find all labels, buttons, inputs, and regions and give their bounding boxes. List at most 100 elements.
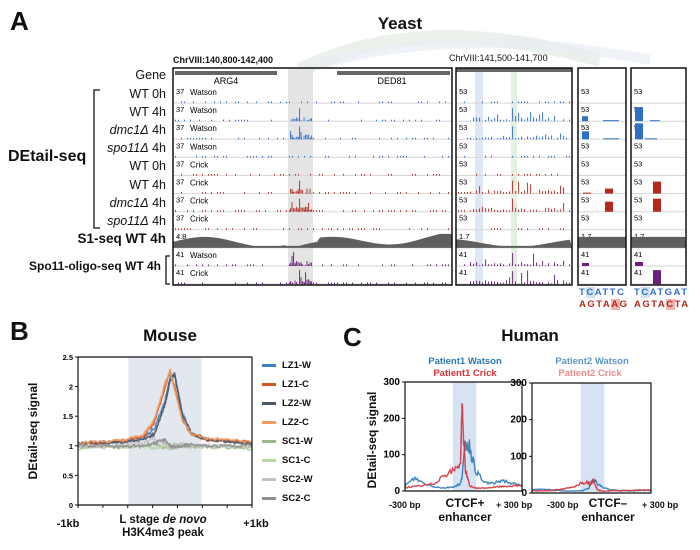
signal-bar: [439, 174, 440, 176]
signal-bar: [427, 101, 428, 104]
signal-bar: [235, 264, 236, 266]
signal-bar: [303, 207, 305, 212]
signal-bar: [280, 174, 281, 176]
signal-bar: [476, 117, 478, 122]
track-label: dmc1Δ 4h: [6, 196, 166, 210]
signal-bar: [488, 281, 490, 285]
track-scale-label: 37: [176, 141, 184, 150]
signal-bar: [479, 117, 481, 122]
signal-bar: [485, 259, 487, 266]
signal-bar: [482, 138, 484, 140]
browser-panel-frame: [577, 67, 627, 286]
signal-bar: [301, 101, 302, 104]
signal-bar: [271, 101, 272, 104]
signal-bar: [524, 119, 526, 122]
signal-bar: [470, 262, 472, 266]
signal-block: [653, 270, 661, 285]
signal-bar: [294, 118, 296, 122]
s1-signal-area: [456, 239, 572, 248]
signal-bar: [289, 264, 290, 266]
signal-bar: [461, 192, 462, 194]
signal-bar: [548, 207, 550, 212]
signal-bar: [506, 119, 508, 122]
base: T: [634, 287, 642, 298]
track-scale-label: 37: [176, 87, 184, 96]
signal-bar: [527, 228, 528, 230]
signal-bar: [334, 174, 335, 176]
signal-bar: [467, 192, 468, 194]
signal-bar: [343, 264, 344, 266]
signal-bar: [445, 264, 446, 266]
signal-bar: [500, 120, 502, 122]
signal-bar: [205, 155, 206, 158]
signal-bar: [299, 180, 301, 194]
signal-bar: [291, 256, 293, 266]
signal-bar: [319, 174, 320, 176]
signal-bar: [424, 155, 425, 158]
signal-bar: [358, 264, 359, 266]
signal-bar: [494, 263, 496, 266]
signal-bar: [178, 228, 179, 230]
signal-bar: [208, 264, 209, 266]
signal-bar: [427, 282, 428, 285]
signal-bar: [524, 155, 525, 158]
track-strand-label: Watson: [190, 142, 217, 151]
signal-bar: [217, 174, 218, 176]
signal-bar: [500, 210, 502, 212]
signal-bar: [229, 119, 230, 122]
legend-item: LZ1-W: [262, 356, 313, 375]
track-label: WT 4h: [6, 105, 166, 119]
signal-bar: [527, 182, 529, 194]
xlabel-line: CTCF–: [588, 496, 628, 510]
signal-bar: [256, 155, 257, 158]
track-scale-label: 37: [176, 214, 184, 223]
signal-bar: [280, 210, 281, 212]
legend-swatch: [262, 402, 276, 405]
track-strand-label: Crick: [190, 215, 209, 224]
signal-bar: [518, 101, 519, 104]
legend-item: SC1-C: [262, 451, 313, 470]
signal-bar: [232, 228, 233, 230]
track-label: spo11Δ 4h: [6, 214, 166, 228]
signal-bar: [184, 101, 185, 104]
signal-bar: [391, 174, 392, 176]
signal-bar: [296, 117, 298, 122]
signal-bar: [352, 282, 353, 285]
signal-bar: [421, 101, 422, 104]
panel-a-letter: A: [10, 6, 29, 36]
signal-bar: [181, 137, 182, 140]
c2-xtick-left: -300 bp: [547, 500, 579, 510]
series-line-patient2-crick: [531, 478, 652, 492]
signal-bar: [509, 191, 511, 194]
signal-bar: [307, 101, 308, 104]
signal-bar: [296, 282, 298, 285]
signal-bar: [361, 174, 362, 176]
signal-bar: [521, 155, 522, 158]
gene-ded81-bar: [337, 71, 450, 75]
signal-bar: [485, 137, 487, 140]
signal-bar: [226, 101, 227, 104]
signal-bar: [310, 155, 311, 158]
signal-bar: [473, 117, 475, 122]
signal-bar: [309, 137, 311, 140]
signal-bar: [223, 155, 224, 158]
track-time: 4h: [148, 105, 166, 120]
signal-bar: [178, 282, 179, 285]
shaded-region: [128, 357, 202, 505]
browser-panel-frame: [630, 67, 687, 286]
signal-bar: [539, 189, 541, 194]
signal-bar: [286, 101, 287, 104]
signal-bar: [322, 228, 323, 230]
gene-row-label: Gene: [135, 68, 166, 82]
signal-bar: [560, 264, 562, 266]
signal-bar: [403, 119, 404, 122]
signal-bar: [448, 192, 449, 194]
signal-bar: [306, 207, 308, 212]
signal-bar: [518, 209, 520, 212]
signal-bar: [328, 282, 329, 285]
signal-bar: [506, 137, 508, 140]
signal-bar: [373, 228, 374, 230]
base: G: [587, 299, 597, 310]
series-line-sc1-w: [78, 441, 253, 451]
signal-bar: [196, 155, 197, 158]
